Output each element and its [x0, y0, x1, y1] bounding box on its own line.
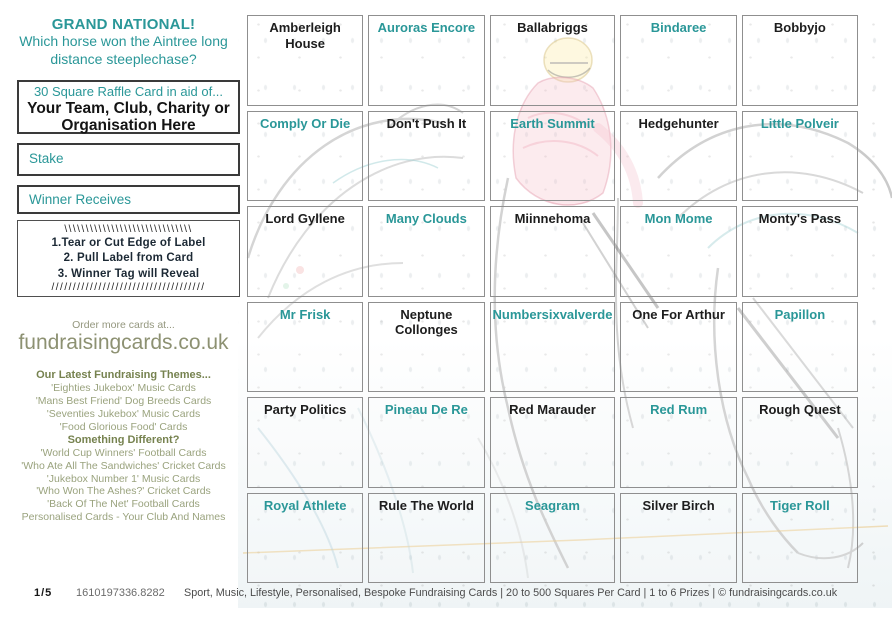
- grid-cell: One For Arthur: [620, 301, 737, 392]
- grid-cell: Amberleigh House: [247, 15, 364, 106]
- horse-name: Comply Or Die: [259, 115, 351, 131]
- grid-cell: Silver Birch: [620, 492, 737, 583]
- theme-item: 'Jukebox Number 1' Music Cards: [46, 472, 201, 485]
- horse-name: Royal Athlete: [263, 497, 347, 513]
- grid-cell: Rough Quest: [741, 397, 858, 488]
- grid-cell: Bindaree: [620, 15, 737, 106]
- grid-cell: Comply Or Die: [247, 110, 364, 201]
- horse-name: Red Marauder: [509, 402, 596, 417]
- stake-label: Stake: [29, 151, 64, 166]
- order-more-label: Order more cards at...: [72, 319, 175, 331]
- horse-name: Silver Birch: [642, 497, 715, 513]
- grid-cell: Miinnehoma: [489, 206, 616, 297]
- horse-name: Don't Push It: [386, 115, 467, 131]
- grid-cell: Lord Gyllene: [247, 206, 364, 297]
- horse-name: Seagram: [525, 497, 580, 513]
- theme-item: 'World Cup Winners' Football Cards: [40, 447, 207, 459]
- grid-cell: Ballabriggs: [489, 15, 616, 106]
- grid-cell: Monty's Pass: [741, 206, 858, 297]
- grid-cell: Neptune Collonges: [368, 301, 485, 392]
- theme-item: 'Mans Best Friend' Dog Breeds Cards: [35, 395, 212, 408]
- grid-cell: Mon Mome: [620, 206, 737, 297]
- instruction-step: 3. Winner Tag will Reveal: [57, 267, 200, 280]
- grid-cell: Royal Athlete: [247, 492, 364, 583]
- horse-name: Tiger Roll: [770, 497, 830, 513]
- page-number: 1/5: [34, 587, 53, 599]
- grid-cell: Pineau De Re: [368, 397, 485, 488]
- themes-heading: Our Latest Fundraising Themes...: [36, 369, 211, 381]
- grid-cell: Rule The World: [368, 492, 485, 583]
- horse-name: One For Arthur: [632, 306, 725, 322]
- card-question: Which horse won the Aintree long distanc…: [19, 33, 228, 67]
- in-aid-of-box: 30 Square Raffle Card in aid of... Your …: [17, 80, 240, 134]
- raffle-grid: Amberleigh House Auroras Encore Ballabrigg…: [247, 15, 858, 583]
- instruction-steps: 1.Tear or Cut Edge of Label 2. Pull Label…: [18, 236, 239, 283]
- grid-cell: Numbersixvalverde: [489, 301, 616, 392]
- grid-cell: Seagram: [489, 492, 616, 583]
- horse-name: Papillon: [774, 306, 826, 322]
- horse-name: Bindaree: [650, 20, 707, 35]
- grid-cell: Party Politics: [247, 397, 364, 488]
- horse-name: Amberleigh House: [269, 20, 341, 51]
- horse-name: Mr Frisk: [279, 306, 331, 322]
- horse-name: Miinnehoma: [514, 211, 591, 226]
- horse-name: Bobbyjo: [773, 20, 826, 35]
- instruction-step: 2. Pull Label from Card: [63, 252, 194, 265]
- website-url: fundraisingcards.co.uk: [18, 331, 229, 354]
- grid-cell: Papillon: [741, 301, 858, 392]
- tear-edge-hatch-top: \\\\\\\\\\\\\\\\\\\\\\\\\\\\\\: [64, 224, 193, 235]
- sidebar: GRAND NATIONAL! Which horse won the Aint…: [0, 0, 247, 625]
- footer: 1/5 1610197336.8282 Sport, Music, Lifest…: [0, 587, 892, 603]
- grid-cell: Many Clouds: [368, 206, 485, 297]
- horse-name: Red Rum: [650, 402, 708, 417]
- theme-item: 'Seventies Jukebox' Music Cards: [46, 408, 201, 420]
- theme-item: 'Who Won The Ashes?' Cricket Cards: [36, 485, 211, 498]
- instruction-step: 1.Tear or Cut Edge of Label: [51, 236, 206, 249]
- horse-name: Hedgehunter: [638, 115, 719, 131]
- horse-name: Little Polveir: [760, 115, 839, 131]
- instructions-box: \\\\\\\\\\\\\\\\\\\\\\\\\\\\\\ 1.Tear or…: [17, 220, 240, 297]
- footer-description: Sport, Music, Lifestyle, Personalised, B…: [184, 587, 838, 599]
- horse-name: Party Politics: [263, 402, 347, 417]
- grid-cell: Red Rum: [620, 397, 737, 488]
- horse-name: Numbersixvalverde: [492, 306, 613, 322]
- horse-name: Earth Summit: [510, 115, 595, 131]
- theme-item: 'Eighties Jukebox' Music Cards: [51, 382, 196, 395]
- grid-cell: Little Polveir: [741, 110, 858, 201]
- tear-edge-hatch-bottom: ////////////////////////////////////: [51, 282, 206, 294]
- horse-name: Neptune Collonges: [394, 306, 458, 338]
- horse-name: Many Clouds: [385, 211, 467, 226]
- grid-cell: Red Marauder: [489, 397, 616, 488]
- horse-name: Lord Gyllene: [265, 211, 345, 226]
- grid-cell: Don't Push It: [368, 110, 485, 201]
- stake-box: Stake: [17, 143, 240, 176]
- organisation-placeholder: Your Team, Club, Charity or Organisation…: [27, 100, 230, 135]
- horse-name: Rule The World: [378, 497, 474, 513]
- card-serial-number: 1610197336.8282: [76, 587, 165, 599]
- card-title: GRAND NATIONAL!: [51, 16, 196, 33]
- horse-name: Pineau De Re: [384, 402, 468, 417]
- winner-receives-label: Winner Receives: [29, 192, 132, 207]
- theme-item: 'Who Ate All The Sandwiches' Cricket Car…: [21, 459, 226, 472]
- grid-cell: Hedgehunter: [620, 110, 737, 201]
- grid-cell: Tiger Roll: [741, 492, 858, 583]
- horse-name: Ballabriggs: [517, 20, 588, 35]
- theme-item: 'Food Glorious Food' Cards: [59, 420, 188, 433]
- winner-receives-box: Winner Receives: [17, 185, 240, 214]
- in-aid-of-label: 30 Square Raffle Card in aid of...: [33, 84, 224, 99]
- theme-item: Personalised Cards - Your Club And Names: [21, 510, 226, 523]
- grid-cell: Auroras Encore: [368, 15, 485, 106]
- horse-name: Mon Mome: [644, 211, 713, 226]
- horse-name: Auroras Encore: [377, 20, 476, 35]
- themes-heading: Something Different?: [67, 433, 180, 446]
- themes-list: Our Latest Fundraising Themes... 'Eightie…: [0, 369, 247, 524]
- horse-name: Monty's Pass: [758, 211, 842, 226]
- theme-item: 'Back Of The Net' Football Cards: [47, 498, 200, 511]
- horse-name: Rough Quest: [759, 402, 841, 417]
- grid-cell: Earth Summit: [489, 110, 616, 201]
- grid-cell: Mr Frisk: [247, 301, 364, 392]
- grid-cell: Bobbyjo: [741, 15, 858, 106]
